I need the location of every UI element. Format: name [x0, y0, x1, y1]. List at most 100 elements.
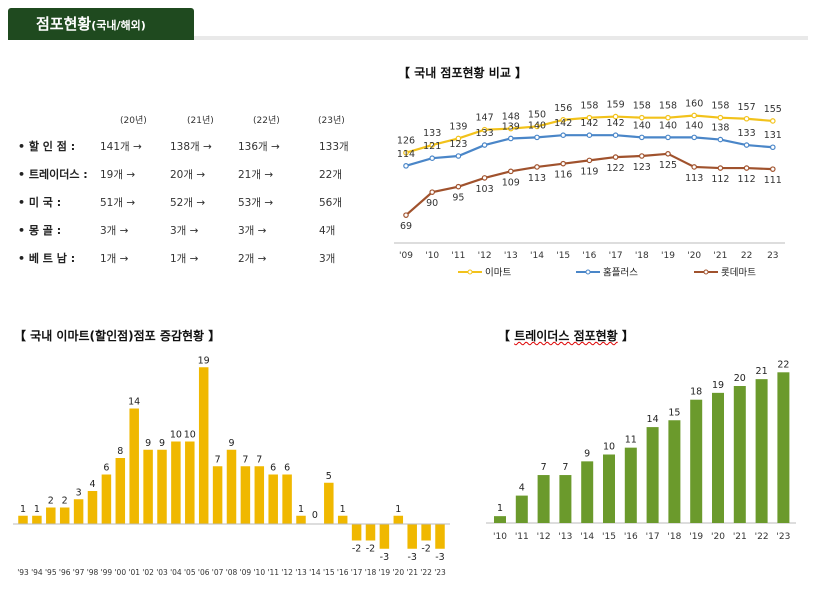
series-point — [639, 134, 645, 141]
data-label: 113 — [685, 173, 703, 184]
data-label: 139 — [502, 121, 520, 132]
x-tick-label: '12 — [537, 532, 551, 542]
data-label: 140 — [528, 120, 546, 131]
series-point — [455, 153, 462, 159]
data-label: 6 — [103, 463, 109, 474]
x-tick-label: '22 — [755, 532, 769, 542]
x-tick-label: '17 — [646, 532, 660, 542]
x-tick-label: '05 — [184, 568, 196, 577]
data-label: 9 — [228, 438, 234, 449]
series-point — [455, 183, 462, 190]
x-tick-label: 22 — [741, 251, 752, 261]
series-point — [508, 135, 514, 142]
data-label: 9 — [145, 438, 151, 449]
data-label: 1 — [497, 503, 503, 514]
bar — [46, 507, 56, 524]
data-label: 119 — [580, 166, 598, 177]
x-tick-label: '16 — [624, 532, 638, 542]
table-cell: 1개 → — [170, 253, 199, 265]
table-cell: 133개 — [319, 141, 349, 153]
data-label: -3 — [407, 552, 416, 563]
data-label: 148 — [502, 112, 520, 123]
bar — [777, 372, 790, 523]
data-label: 156 — [554, 103, 572, 114]
series-point — [769, 166, 776, 172]
page-title-sub: (국내/해외) — [91, 19, 146, 32]
bar — [324, 482, 334, 524]
series-point — [612, 132, 619, 138]
series-point — [743, 142, 750, 148]
bar — [537, 475, 550, 523]
bar — [185, 441, 195, 524]
emart-store-change-chart: 1 '93 1 '94 2 '95 2 '96 3 '97 4 '98 6 '99 8 '00 14 '01 9 '0… — [13, 355, 450, 577]
x-tick-label: '23 — [434, 568, 446, 577]
data-label: 157 — [738, 102, 756, 113]
data-label: 147 — [476, 113, 494, 124]
table-cell: 138개 → — [170, 141, 212, 153]
data-label: 6 — [284, 463, 290, 474]
data-label: 11 — [625, 435, 637, 446]
series-point — [717, 165, 724, 171]
table-row-label: • 할 인 점 : — [18, 140, 76, 153]
x-tick-label: '11 — [451, 251, 465, 261]
table-cell: 22개 — [319, 169, 343, 181]
bar — [603, 454, 615, 523]
bar — [559, 475, 572, 523]
table-cell: 19개 → — [100, 169, 136, 181]
series-point — [403, 149, 409, 156]
x-tick-label: '08 — [226, 568, 238, 577]
data-label: 19 — [712, 380, 724, 391]
data-label: 126 — [397, 136, 415, 147]
x-tick-label: '09 — [240, 568, 252, 577]
x-tick-label: '01 — [128, 568, 140, 577]
series-point — [665, 134, 671, 141]
x-tick-label: '21 — [406, 568, 418, 577]
data-label: 125 — [659, 160, 677, 171]
series-point — [586, 157, 593, 164]
data-label: -3 — [380, 552, 389, 563]
table-cell: 4개 — [319, 225, 336, 237]
x-tick-label: '15 — [556, 251, 570, 261]
series-point — [691, 112, 698, 119]
series-point — [612, 154, 619, 160]
bar — [226, 449, 237, 524]
x-tick-label: '14 — [580, 532, 594, 542]
x-tick-label: '19 — [689, 532, 703, 542]
x-tick-label: '10 — [253, 568, 265, 577]
data-label: 95 — [452, 193, 464, 204]
bar — [581, 461, 594, 523]
series-point — [586, 114, 593, 121]
x-tick-label: '12 — [478, 251, 492, 261]
series-point — [534, 123, 540, 130]
bar — [73, 499, 84, 524]
data-label: 139 — [449, 121, 467, 132]
traders-bar-chart-title: 【 트레이더스 점포현황 】 — [498, 329, 634, 343]
series-point — [534, 134, 540, 141]
data-label: 142 — [554, 118, 572, 129]
x-tick-label: '16 — [582, 251, 596, 261]
data-label: 20 — [734, 373, 746, 384]
series-point — [455, 135, 462, 142]
data-label: 123 — [449, 139, 467, 150]
table-row-label: • 미 국 : — [18, 196, 62, 209]
data-label: -2 — [421, 544, 430, 555]
bar — [268, 474, 278, 524]
x-tick-label: 23 — [767, 251, 778, 261]
page-title: 점포현황(국내/해외) — [36, 13, 146, 34]
data-label: 1 — [34, 504, 40, 515]
data-label: -2 — [352, 544, 361, 555]
data-label: 111 — [764, 175, 782, 186]
data-label: 5 — [326, 471, 332, 482]
data-label: 131 — [764, 130, 782, 141]
table-cell: 3개 → — [238, 225, 267, 237]
data-label: 90 — [426, 198, 438, 209]
data-label: 114 — [397, 149, 415, 160]
series-point — [560, 160, 567, 167]
header-bar — [8, 8, 194, 36]
bar — [59, 507, 70, 524]
data-label: 8 — [117, 446, 123, 457]
data-label: 3 — [76, 487, 82, 498]
page-title-main: 점포현황 — [36, 15, 92, 33]
data-label: 6 — [270, 463, 276, 474]
table-cell: 51개 → — [100, 197, 136, 209]
